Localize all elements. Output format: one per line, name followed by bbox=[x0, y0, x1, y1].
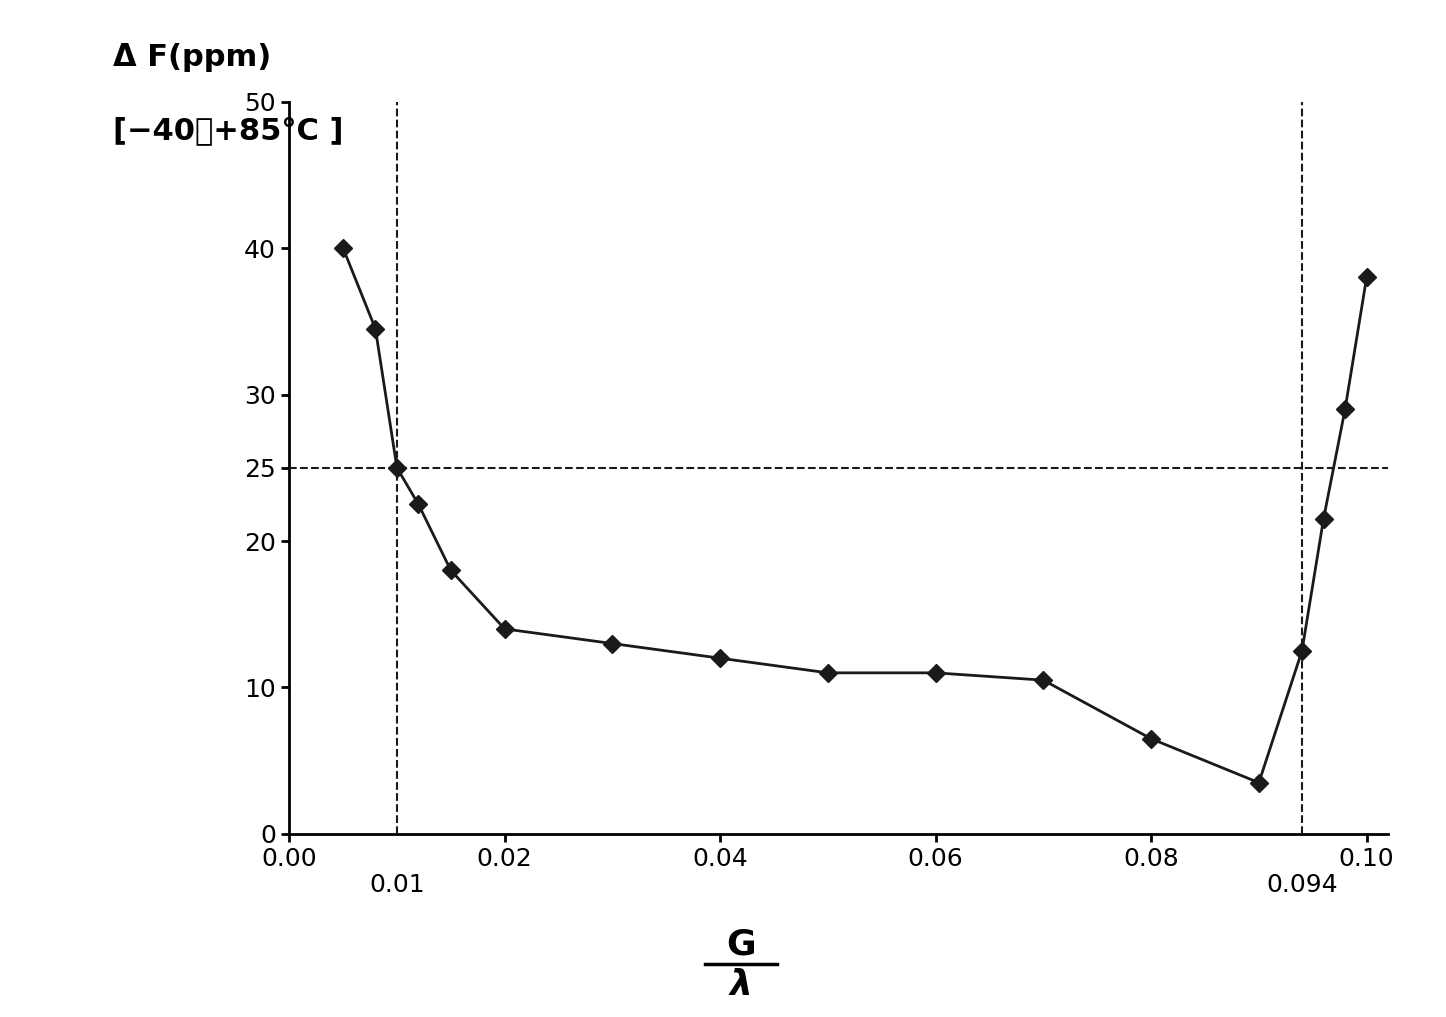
Text: [−40～+85°C ]: [−40～+85°C ] bbox=[113, 116, 344, 145]
Text: 0.01: 0.01 bbox=[369, 873, 425, 897]
Text: 0.094: 0.094 bbox=[1267, 873, 1338, 897]
Text: λ: λ bbox=[730, 968, 752, 1002]
Text: G: G bbox=[726, 928, 756, 961]
Text: Δ F(ppm): Δ F(ppm) bbox=[113, 43, 272, 72]
